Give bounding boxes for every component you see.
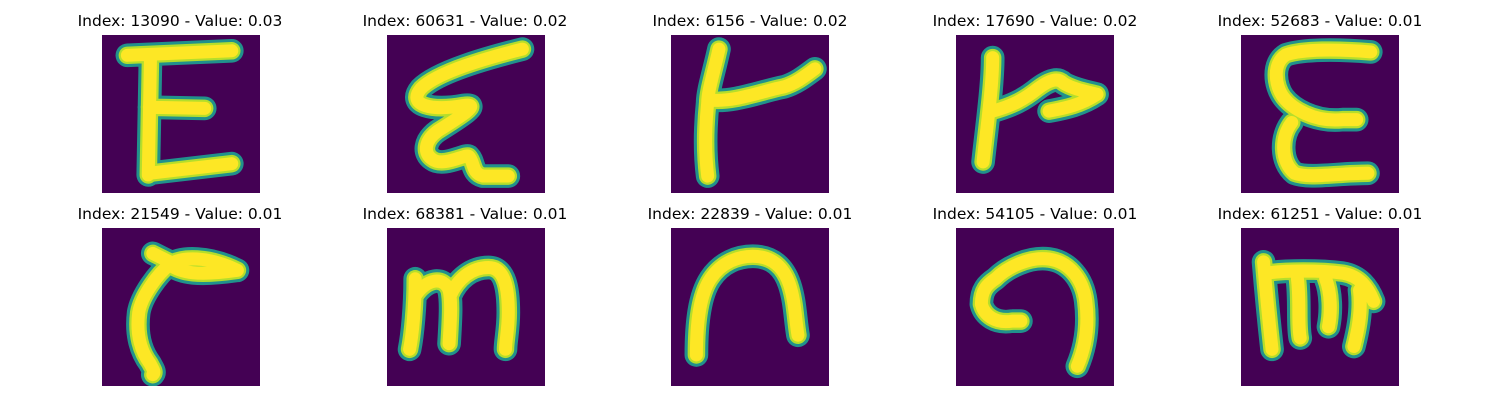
glyph-r-image bbox=[693, 37, 827, 188]
image-title: Index: 17690 - Value: 0.02 bbox=[932, 12, 1138, 30]
glyph-e-image bbox=[1264, 38, 1383, 188]
glyph-e-image bbox=[115, 38, 244, 187]
glyph-r-image bbox=[971, 45, 1109, 174]
glyph-image bbox=[1241, 228, 1399, 386]
glyph-r-image bbox=[126, 241, 250, 386]
glyph-image bbox=[1241, 35, 1399, 193]
glyph-image bbox=[956, 35, 1114, 193]
image-title: Index: 52683 - Value: 0.01 bbox=[1217, 12, 1423, 30]
image-title: Index: 60631 - Value: 0.02 bbox=[362, 12, 568, 30]
glyph-a-image bbox=[969, 246, 1099, 379]
glyph-image bbox=[387, 35, 545, 193]
image-title: Index: 22839 - Value: 0.01 bbox=[647, 205, 853, 223]
image-title: Index: 61251 - Value: 0.01 bbox=[1217, 205, 1423, 223]
glyph-image bbox=[102, 35, 260, 193]
glyph-image bbox=[102, 228, 260, 386]
image-title: Index: 13090 - Value: 0.03 bbox=[77, 12, 283, 30]
glyph-image bbox=[671, 228, 829, 386]
glyph-n-image bbox=[684, 244, 810, 367]
image-title: Index: 6156 - Value: 0.02 bbox=[652, 12, 848, 30]
glyph-image bbox=[387, 228, 545, 386]
glyph-image bbox=[956, 228, 1114, 386]
glyph-m-image bbox=[397, 255, 521, 362]
image-title: Index: 54105 - Value: 0.01 bbox=[932, 205, 1138, 223]
glyph-e-image bbox=[405, 37, 535, 188]
glyph-image bbox=[671, 35, 829, 193]
image-title: Index: 68381 - Value: 0.01 bbox=[362, 205, 568, 223]
glyph-m-image bbox=[1251, 250, 1386, 362]
image-title: Index: 21549 - Value: 0.01 bbox=[77, 205, 283, 223]
